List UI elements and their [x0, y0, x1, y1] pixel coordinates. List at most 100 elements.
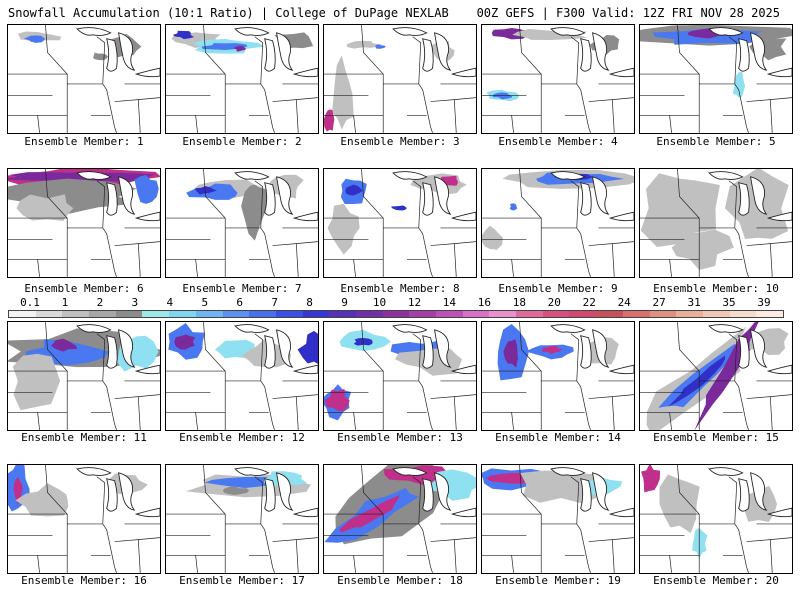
colorbar-tick-label: 0.1 [20, 296, 40, 309]
colorbar-segment [542, 311, 570, 317]
colorbar-segment [275, 311, 303, 317]
member-caption-13: Ensemble Member: 13 [337, 431, 463, 444]
snowfall-map-19 [482, 465, 634, 573]
colorbar-segment [756, 311, 783, 317]
member-caption-5: Ensemble Member: 5 [656, 135, 776, 148]
member-map-17 [165, 464, 319, 574]
snowfall-map-15 [640, 322, 792, 430]
member-map-5 [639, 24, 793, 134]
header-run-info: 00Z GEFS | F300 Valid: 12Z FRI NOV 28 20… [476, 6, 780, 20]
colorbar-segment [302, 311, 330, 317]
member-map-1 [7, 24, 161, 134]
snowfall-map-5 [640, 25, 792, 133]
snowfall-map-4 [482, 25, 634, 133]
colorbar-segment [676, 311, 703, 317]
member-caption-6: Ensemble Member: 6 [24, 282, 144, 295]
colorbar-tick-label: 5 [201, 296, 209, 309]
member-caption-9: Ensemble Member: 9 [498, 282, 618, 295]
member-caption-2: Ensemble Member: 2 [182, 135, 302, 148]
member-map-19 [481, 464, 635, 574]
member-map-6 [7, 168, 161, 278]
colorbar-labels: 0.1 1 2 3 4 5 6 7 8 9 10 12 14 16 18 20 22 24 27 31 35 39 [8, 297, 784, 309]
member-caption-19: Ensemble Member: 19 [495, 574, 621, 587]
header-title: Snowfall Accumulation (10:1 Ratio) | Col… [8, 6, 449, 20]
colorbar-tick-label: 39 [757, 296, 771, 309]
member-map-3 [323, 24, 477, 134]
colorbar-tick-label: 35 [722, 296, 736, 309]
snowfall-map-12 [166, 322, 318, 430]
colorbar-segment [462, 311, 490, 317]
colorbar-segment [195, 311, 223, 317]
snowfall-map-17 [166, 465, 318, 573]
member-caption-12: Ensemble Member: 12 [179, 431, 305, 444]
colorbar-tick-label: 1 [61, 296, 69, 309]
snowfall-colorbar [8, 310, 784, 318]
member-caption-18: Ensemble Member: 18 [337, 574, 463, 587]
colorbar-tick-label: 7 [271, 296, 278, 309]
member-map-14 [481, 321, 635, 431]
member-map-20 [639, 464, 793, 574]
snowfall-map-7 [166, 169, 318, 277]
colorbar-segment [409, 311, 436, 317]
colorbar-segment [222, 311, 250, 317]
colorbar-segment [142, 311, 170, 317]
colorbar-segment [169, 311, 196, 317]
snowfall-map-6 [8, 169, 160, 277]
colorbar-tick-label: 16 [477, 296, 491, 309]
colorbar-tick-label: 3 [131, 296, 139, 309]
snowfall-map-16 [8, 465, 160, 573]
colorbar-segment [729, 311, 757, 317]
member-map-16 [7, 464, 161, 574]
snowfall-map-14 [482, 322, 634, 430]
snowfall-map-1 [8, 25, 160, 133]
member-map-9 [481, 168, 635, 278]
colorbar-tick-label: 10 [372, 296, 387, 309]
snowfall-map-3 [324, 25, 476, 133]
colorbar-segment [382, 311, 410, 317]
colorbar-segment [355, 311, 383, 317]
colorbar-segment [569, 311, 597, 317]
member-map-2 [165, 24, 319, 134]
snowfall-map-11 [8, 322, 160, 430]
snowfall-map-10 [640, 169, 792, 277]
snowfall-map-18 [324, 465, 476, 573]
snowfall-map-9 [482, 169, 634, 277]
member-map-10 [639, 168, 793, 278]
member-caption-3: Ensemble Member: 3 [340, 135, 460, 148]
member-map-11 [7, 321, 161, 431]
member-caption-17: Ensemble Member: 17 [179, 574, 305, 587]
snowfall-map-2 [166, 25, 318, 133]
colorbar-tick-label: 12 [407, 296, 422, 309]
colorbar-segment [9, 311, 36, 317]
colorbar-segment [596, 311, 623, 317]
member-map-15 [639, 321, 793, 431]
member-caption-4: Ensemble Member: 4 [498, 135, 618, 148]
member-caption-7: Ensemble Member: 7 [182, 282, 302, 295]
colorbar-tick-label: 31 [687, 296, 701, 309]
member-caption-15: Ensemble Member: 15 [653, 431, 779, 444]
member-caption-11: Ensemble Member: 11 [21, 431, 147, 444]
colorbar-tick-label: 8 [306, 296, 313, 309]
colorbar-segment [35, 311, 63, 317]
colorbar-segment [702, 311, 730, 317]
colorbar-tick-label: 24 [617, 296, 631, 309]
snowfall-map-13 [324, 322, 476, 430]
colorbar-tick-label: 4 [166, 296, 174, 309]
member-caption-14: Ensemble Member: 14 [495, 431, 621, 444]
colorbar-tick-label: 9 [341, 296, 348, 309]
colorbar-segment [62, 311, 90, 317]
colorbar-tick-label: 18 [512, 296, 526, 309]
snowfall-map-20 [640, 465, 792, 573]
colorbar-segment [436, 311, 463, 317]
member-caption-16: Ensemble Member: 16 [21, 574, 147, 587]
colorbar-tick-label: 27 [652, 296, 666, 309]
snowfall-map-8 [324, 169, 476, 277]
member-map-12 [165, 321, 319, 431]
colorbar-tick-label: 6 [236, 296, 244, 309]
member-map-18 [323, 464, 477, 574]
colorbar-tick-label: 20 [547, 296, 561, 309]
colorbar-tick-label: 14 [442, 296, 457, 309]
colorbar-segment [622, 311, 650, 317]
member-caption-10: Ensemble Member: 10 [653, 282, 779, 295]
